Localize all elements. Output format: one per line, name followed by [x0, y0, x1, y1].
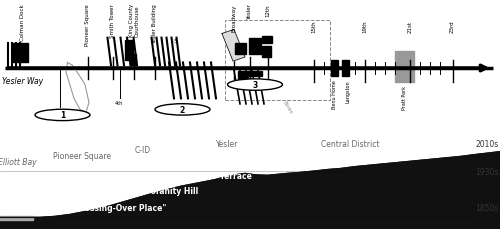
- Ellipse shape: [35, 110, 90, 121]
- Text: Yesler: Yesler: [248, 4, 252, 20]
- Text: Langston: Langston: [345, 80, 350, 102]
- Bar: [0, 216, 32, 220]
- Text: 12th: 12th: [265, 4, 270, 17]
- Text: I-5: I-5: [170, 39, 178, 44]
- Polygon shape: [222, 30, 245, 62]
- Text: Pioneer Square: Pioneer Square: [85, 4, 90, 46]
- Text: King County
Courthouse: King County Courthouse: [128, 4, 140, 37]
- Text: Elliott Bay: Elliott Bay: [0, 157, 37, 166]
- Bar: [225, 21, 330, 100]
- Text: Central District: Central District: [321, 140, 380, 149]
- Text: 1: 1: [60, 111, 65, 120]
- Text: Pratt Park: Pratt Park: [402, 85, 407, 109]
- Text: Yesler: Yesler: [216, 140, 238, 149]
- Text: C-ID: C-ID: [134, 146, 150, 155]
- Text: 1st: 1st: [54, 109, 62, 114]
- Text: Pioneer Square: Pioneer Square: [54, 151, 112, 160]
- Text: Boren: Boren: [282, 100, 294, 115]
- Text: 1850s: 1850s: [475, 203, 498, 212]
- Bar: [248, 38, 261, 55]
- Text: 2: 2: [180, 105, 185, 114]
- Text: 19th: 19th: [362, 21, 368, 33]
- Text: Colman Dock: Colman Dock: [20, 4, 25, 41]
- Text: 1: "Little Crossing-Over Place": 1: "Little Crossing-Over Place": [35, 203, 166, 212]
- Text: 3: Yelser Terrace: 3: Yelser Terrace: [180, 172, 252, 181]
- Text: Smith Tower: Smith Tower: [110, 4, 115, 38]
- Text: 2010s: 2010s: [475, 140, 498, 149]
- Text: Yesler Way: Yesler Way: [2, 77, 43, 86]
- Bar: [238, 71, 248, 80]
- Text: 15th: 15th: [312, 21, 316, 33]
- Text: 21st: 21st: [408, 21, 412, 33]
- Bar: [395, 52, 414, 82]
- Text: 2: Profanity Hill: 2: Profanity Hill: [130, 186, 198, 195]
- Text: 3: 3: [252, 81, 258, 90]
- Text: Benu Home: Benu Home: [332, 80, 336, 108]
- Bar: [262, 37, 272, 44]
- Bar: [248, 71, 262, 77]
- Text: Broadway: Broadway: [232, 4, 236, 31]
- Bar: [331, 60, 338, 77]
- Polygon shape: [0, 152, 500, 229]
- Bar: [130, 55, 136, 66]
- Text: Yesler Building: Yesler Building: [152, 4, 158, 44]
- Ellipse shape: [228, 79, 282, 91]
- Ellipse shape: [155, 104, 210, 116]
- Bar: [12, 44, 28, 63]
- Bar: [262, 47, 271, 58]
- Bar: [125, 41, 133, 60]
- Bar: [235, 44, 246, 55]
- Text: 23rd: 23rd: [450, 21, 455, 33]
- Bar: [342, 60, 348, 77]
- Text: 4th: 4th: [114, 100, 122, 105]
- Text: 1930s: 1930s: [475, 167, 498, 176]
